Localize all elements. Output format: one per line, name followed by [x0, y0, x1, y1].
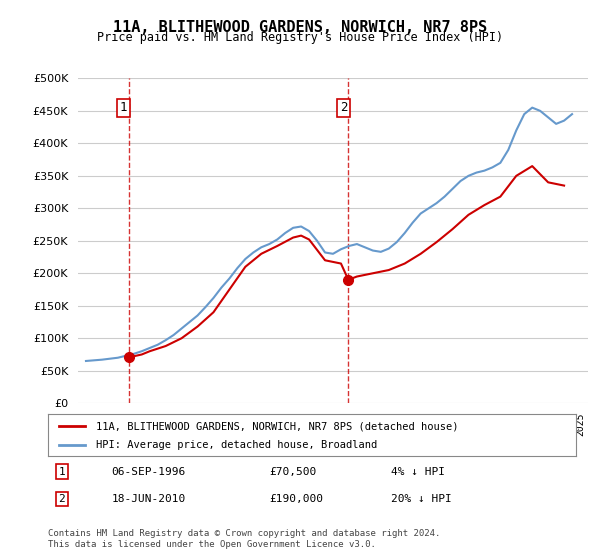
Text: 20% ↓ HPI: 20% ↓ HPI	[391, 494, 452, 504]
Text: 2: 2	[340, 101, 347, 114]
Text: 4% ↓ HPI: 4% ↓ HPI	[391, 466, 445, 477]
Text: 2: 2	[59, 494, 65, 504]
Text: 11A, BLITHEWOOD GARDENS, NORWICH, NR7 8PS (detached house): 11A, BLITHEWOOD GARDENS, NORWICH, NR7 8P…	[95, 421, 458, 431]
Text: 18-JUN-2010: 18-JUN-2010	[112, 494, 185, 504]
Text: 1: 1	[59, 466, 65, 477]
Text: 1: 1	[120, 101, 127, 114]
Text: £70,500: £70,500	[270, 466, 317, 477]
Text: 11A, BLITHEWOOD GARDENS, NORWICH, NR7 8PS: 11A, BLITHEWOOD GARDENS, NORWICH, NR7 8P…	[113, 20, 487, 35]
Text: Price paid vs. HM Land Registry's House Price Index (HPI): Price paid vs. HM Land Registry's House …	[97, 31, 503, 44]
Text: Contains HM Land Registry data © Crown copyright and database right 2024.
This d: Contains HM Land Registry data © Crown c…	[48, 529, 440, 549]
Text: 06-SEP-1996: 06-SEP-1996	[112, 466, 185, 477]
Text: £190,000: £190,000	[270, 494, 324, 504]
Text: HPI: Average price, detached house, Broadland: HPI: Average price, detached house, Broa…	[95, 440, 377, 450]
